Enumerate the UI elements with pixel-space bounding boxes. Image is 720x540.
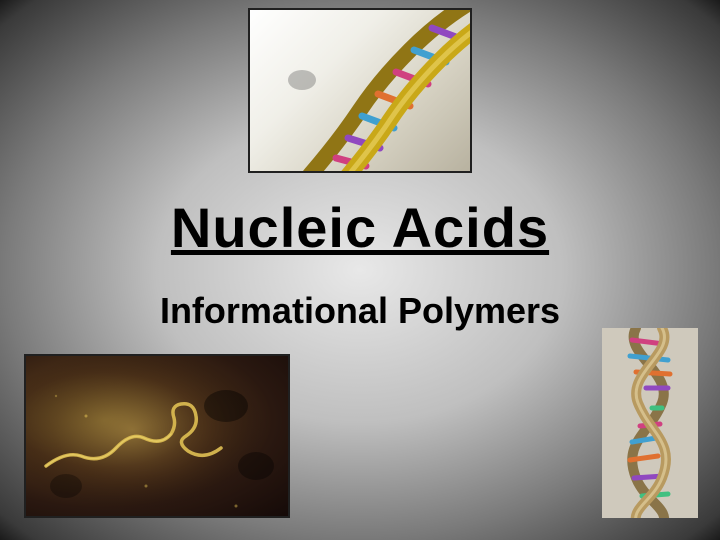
slide-title: Nucleic Acids [0, 195, 720, 260]
dna-vertical-icon [602, 328, 698, 518]
chromosome-icon [26, 356, 290, 518]
slide-container: Nucleic Acids Informational Polymers [0, 0, 720, 540]
dna-vertical-image [602, 328, 698, 518]
dna-helix-icon [250, 10, 472, 173]
slide-subtitle: Informational Polymers [0, 290, 720, 332]
chromosome-image [24, 354, 290, 518]
top-dna-image [248, 8, 472, 173]
